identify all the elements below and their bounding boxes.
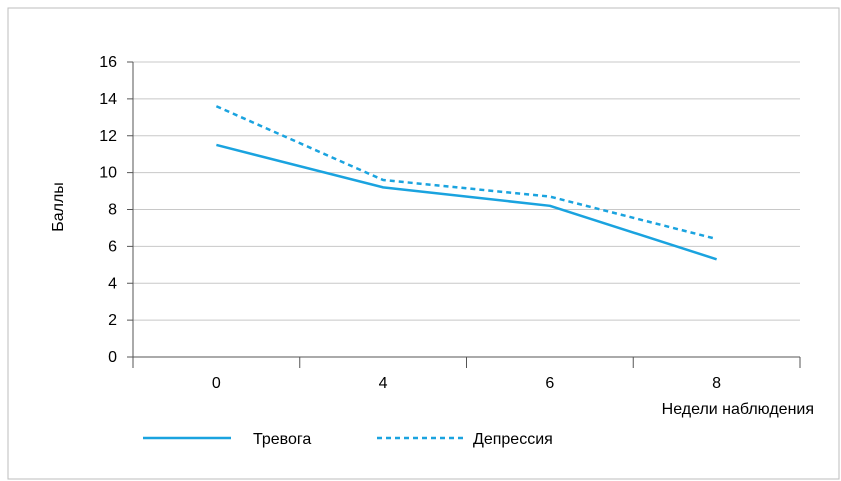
legend-label-depressiya: Депрессия bbox=[473, 431, 553, 448]
series-line-0 bbox=[216, 143, 718, 261]
y-tick-label-2: 2 bbox=[108, 312, 117, 329]
series-line-1 bbox=[215, 105, 717, 241]
x-ticks: 0 4 6 8 bbox=[132, 357, 801, 392]
y-tick-label-0: 0 bbox=[108, 349, 117, 366]
legend: Тревога Депрессия bbox=[143, 431, 553, 448]
y-tick-label-12: 12 bbox=[99, 128, 117, 145]
series-group bbox=[215, 105, 718, 261]
y-tick-label-10: 10 bbox=[99, 165, 117, 182]
y-tick-label-8: 8 bbox=[108, 202, 117, 219]
legend-label-trevoga: Тревога bbox=[253, 431, 311, 448]
y-ticks: 0 2 4 6 8 10 12 14 16 bbox=[99, 54, 133, 366]
x-tick-label-0: 0 bbox=[212, 375, 221, 392]
grid bbox=[133, 61, 800, 321]
y-tick-label-6: 6 bbox=[108, 238, 117, 255]
x-tick-label-6: 6 bbox=[545, 375, 554, 392]
x-axis-label: Недели наблюдения bbox=[662, 401, 814, 418]
y-tick-label-4: 4 bbox=[108, 275, 117, 292]
y-axis-label: Баллы bbox=[50, 182, 67, 232]
x-tick-label-4: 4 bbox=[379, 375, 388, 392]
y-tick-label-14: 14 bbox=[99, 91, 117, 108]
x-tick-label-8: 8 bbox=[712, 375, 721, 392]
y-tick-label-16: 16 bbox=[99, 54, 117, 71]
frame bbox=[7, 7, 840, 480]
